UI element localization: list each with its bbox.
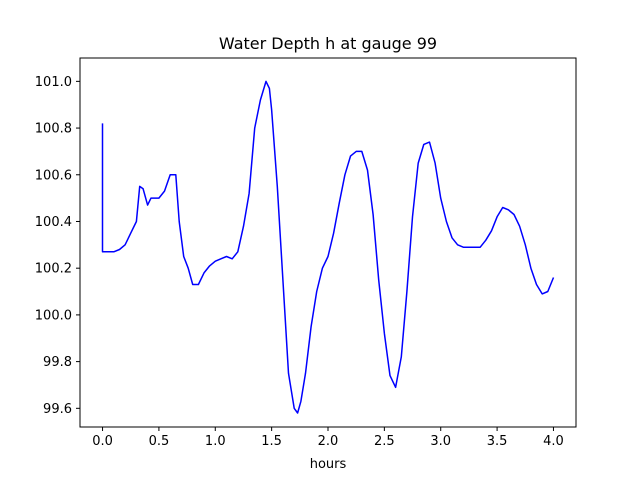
- series-line-0: [101, 80, 555, 414]
- x-tick-label: 3.0: [430, 434, 451, 449]
- y-tick-label: 100.8: [35, 122, 72, 137]
- plot-area: [101, 80, 555, 414]
- x-axis: 0.0 0.5 1.0 1.5 2.0 2.5 3.0 3.5 4.0: [92, 427, 564, 449]
- x-axis-label: hours: [310, 457, 347, 472]
- y-axis: 99.6 99.8 100.0 100.2 100.4 100.6 100.8 101.0: [35, 75, 80, 417]
- chart-title: Water Depth h at gauge 99: [219, 34, 437, 53]
- y-tick-label: 100.0: [35, 308, 72, 323]
- y-tick-label: 101.0: [35, 75, 72, 90]
- x-tick-label: 4.0: [543, 434, 564, 449]
- y-tick-label: 99.6: [43, 402, 72, 417]
- x-tick-label: 2.0: [318, 434, 339, 449]
- y-tick-label: 100.2: [35, 262, 72, 277]
- y-tick-label: 99.8: [43, 355, 72, 370]
- x-tick-label: 0.0: [92, 434, 113, 449]
- x-tick-label: 1.5: [261, 434, 282, 449]
- x-tick-label: 2.5: [374, 434, 395, 449]
- x-tick-label: 0.5: [149, 434, 170, 449]
- x-tick-label: 3.5: [487, 434, 508, 449]
- y-tick-label: 100.6: [35, 168, 72, 183]
- x-tick-label: 1.0: [205, 434, 226, 449]
- y-tick-label: 100.4: [35, 215, 72, 230]
